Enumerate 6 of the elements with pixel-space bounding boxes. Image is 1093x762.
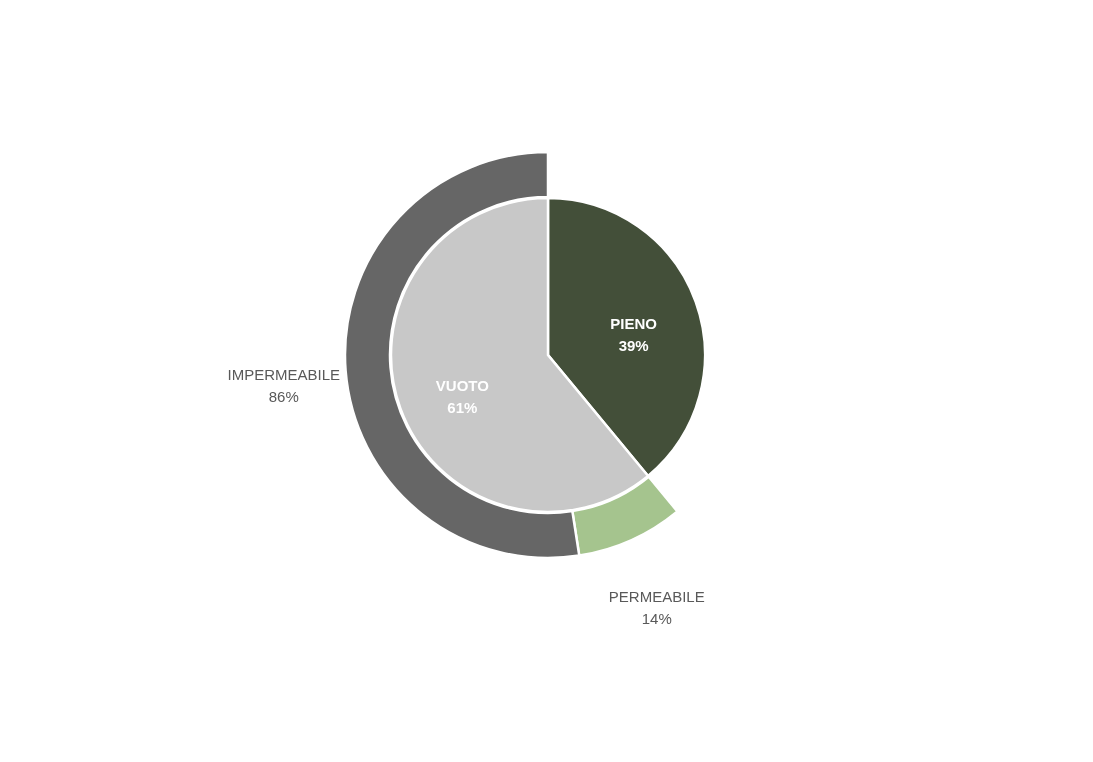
data-label: 39% xyxy=(618,337,649,355)
data-label: 14% xyxy=(641,609,672,627)
slice-label: PIENO xyxy=(610,315,658,333)
data-label: 86% xyxy=(268,388,299,406)
slice-label: PERMEABILE xyxy=(608,587,705,605)
slice-label: IMPERMEABILE xyxy=(227,366,341,384)
